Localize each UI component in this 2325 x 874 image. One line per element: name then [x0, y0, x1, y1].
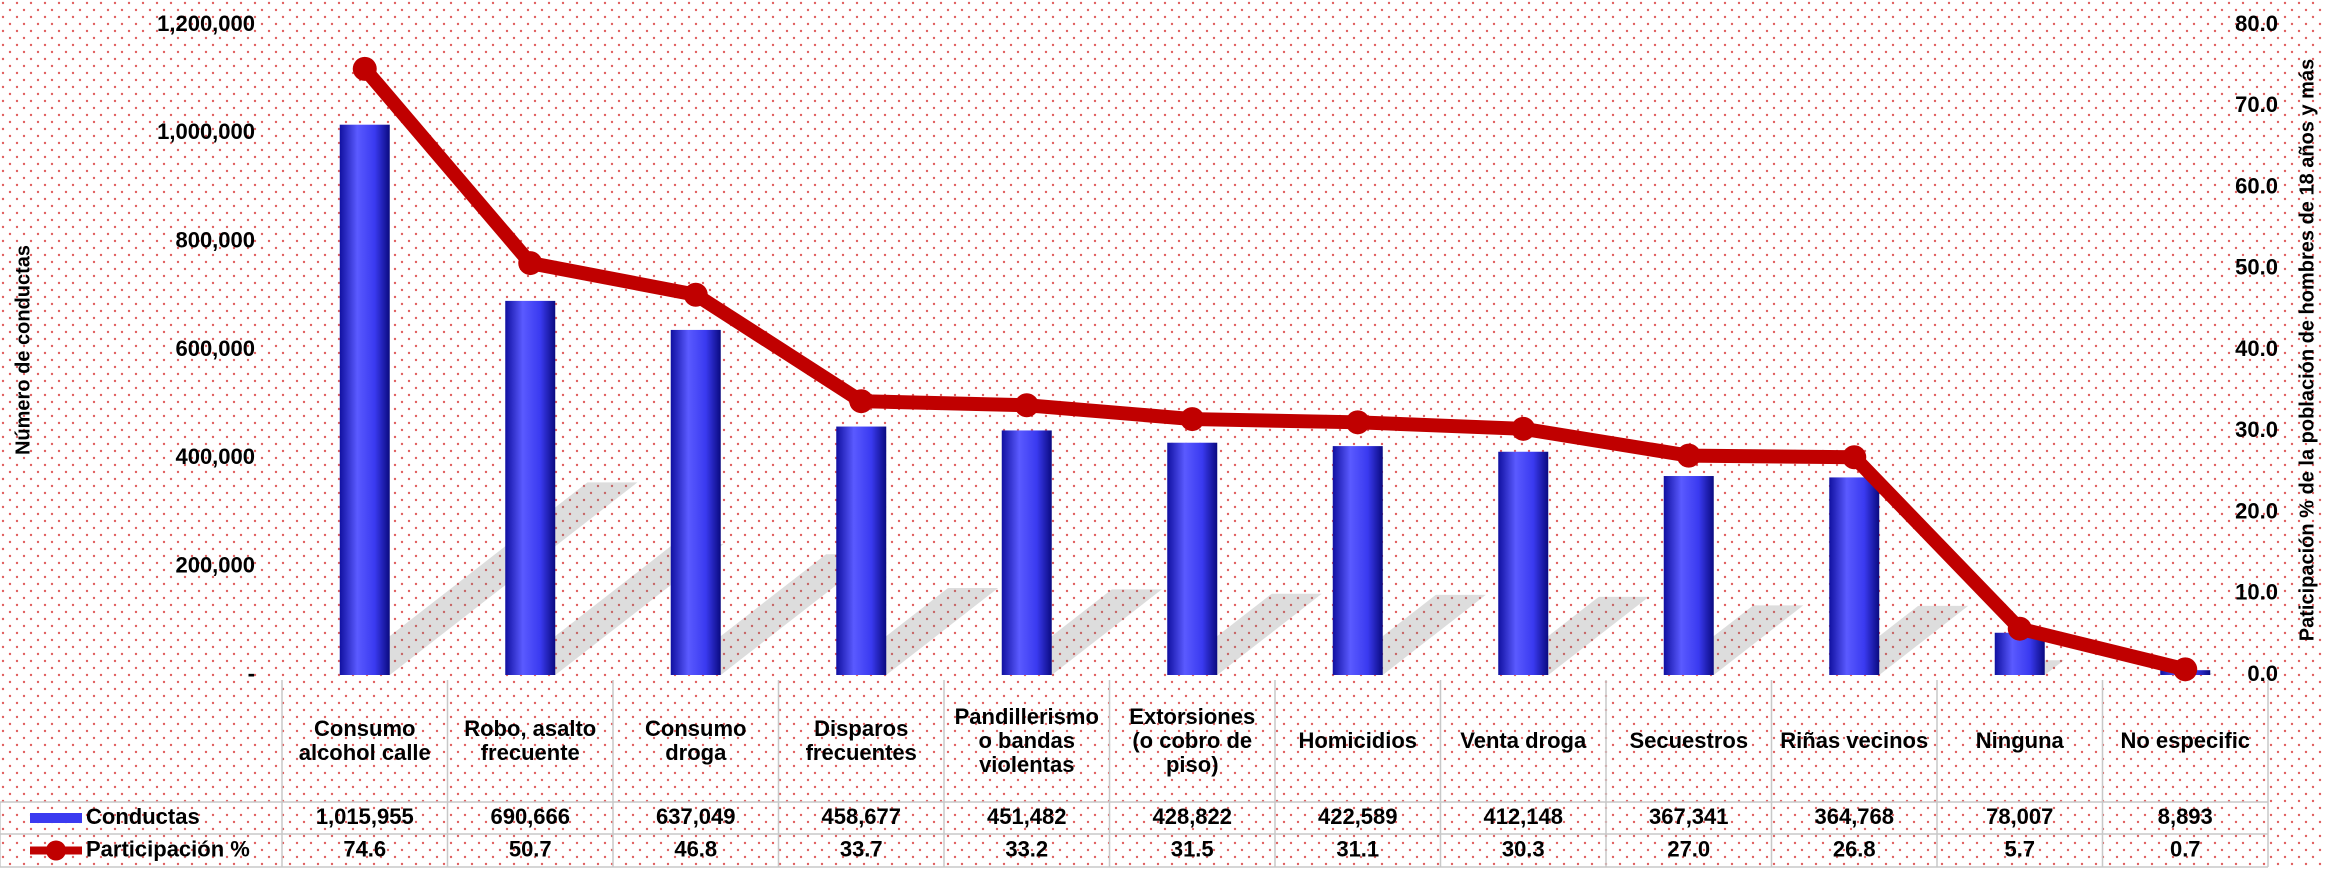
category-cell: Consumo alcohol calle — [298, 716, 431, 765]
table-value: 1,015,955 — [316, 804, 414, 829]
x-tick-label: Consumo droga — [645, 716, 747, 765]
line-marker — [1676, 443, 1701, 468]
y-tick-label: 200,000 — [175, 552, 255, 577]
category-cell: Disparos frecuentes — [805, 716, 917, 765]
table-value: 8,893 — [2158, 804, 2213, 829]
x-tick-label: Homicidios — [1298, 728, 1418, 753]
y2-tick-label: 0.0 — [2247, 661, 2278, 686]
legend-swatch — [30, 813, 82, 823]
y-tick-label: 400,000 — [175, 444, 255, 469]
table-value: 367,341 — [1649, 804, 1729, 829]
table-value: 33.2 — [1005, 836, 1048, 861]
bar — [1829, 477, 1880, 675]
category-cell: Robo, asalto frecuente — [464, 716, 597, 765]
bar — [836, 426, 887, 675]
table-value: 451,482 — [987, 804, 1067, 829]
legend-swatch — [46, 840, 66, 861]
x-tick-label: Venta droga — [1460, 728, 1587, 753]
table-value: 690,666 — [490, 804, 570, 829]
bar — [1498, 451, 1549, 675]
line-marker — [518, 251, 543, 276]
category-cell: Consumo droga — [645, 716, 747, 765]
bar-shadow — [339, 482, 638, 675]
table-value: 30.3 — [1502, 836, 1545, 861]
bar — [1663, 476, 1714, 675]
category-cell: No especific — [2120, 728, 2251, 753]
bar — [670, 329, 721, 675]
table-value: 27.0 — [1667, 836, 1710, 861]
line-marker — [2007, 616, 2032, 641]
x-tick-label: Pandillerismo o bandas violentas — [954, 704, 1099, 777]
x-tick-label: Extorsiones (o cobro de piso) — [1129, 704, 1256, 777]
category-cell: Extorsiones (o cobro de piso) — [1129, 704, 1256, 777]
table-value: 46.8 — [674, 836, 717, 861]
bar — [1332, 446, 1383, 675]
y-tick-label: 800,000 — [175, 227, 255, 252]
line-marker — [352, 56, 377, 81]
x-tick-label: No especific — [2120, 728, 2251, 753]
category-cell: Pandillerismo o bandas violentas — [954, 704, 1099, 777]
bar-shadow — [505, 544, 724, 675]
x-tick-label: Ninguna — [1975, 728, 2064, 753]
x-tick-label: Consumo alcohol calle — [298, 716, 431, 765]
legend-label: Participación % — [86, 836, 250, 861]
table-value: 31.5 — [1171, 836, 1214, 861]
category-cell: Homicidios — [1298, 728, 1418, 753]
table-value: 74.6 — [343, 836, 386, 861]
y2-tick-label: 40.0 — [2235, 336, 2278, 361]
table-value: 412,148 — [1483, 804, 1563, 829]
category-cell: Secuestros — [1629, 728, 1749, 753]
y-tick-label: - — [248, 661, 255, 686]
bar — [339, 124, 390, 675]
category-cell: Ninguna — [1975, 728, 2064, 753]
line-marker — [849, 389, 874, 414]
category-cell: Riñas vecinos — [1780, 728, 1929, 753]
y2-tick-label: 70.0 — [2235, 92, 2278, 117]
line-marker — [1180, 407, 1205, 432]
line-marker — [683, 282, 708, 307]
y-tick-label: 1,200,000 — [157, 11, 255, 36]
bar-shadow — [670, 554, 877, 675]
table-value: 458,677 — [821, 804, 901, 829]
legend-label: Conductas — [86, 804, 200, 829]
y2-tick-label: 60.0 — [2235, 173, 2278, 198]
x-tick-label: Riñas vecinos — [1780, 728, 1929, 753]
table-value: 364,768 — [1814, 804, 1894, 829]
bar — [1167, 442, 1218, 675]
bar — [1001, 430, 1052, 675]
table-value: 637,049 — [656, 804, 736, 829]
y-axis-label: Número de conductas — [12, 245, 34, 455]
table-value: 31.1 — [1336, 836, 1379, 861]
table-value: 422,589 — [1318, 804, 1398, 829]
y2-tick-label: 50.0 — [2235, 255, 2278, 280]
x-tick-label: Robo, asalto frecuente — [464, 716, 597, 765]
line-marker — [2173, 657, 2198, 682]
table-value: 5.7 — [2004, 836, 2035, 861]
y2-tick-label: 80.0 — [2235, 11, 2278, 36]
line-marker — [1345, 410, 1370, 435]
category-cell: Venta droga — [1460, 728, 1587, 753]
table-value: 78,007 — [1986, 804, 2053, 829]
table-value: 428,822 — [1152, 804, 1232, 829]
y2-tick-label: 30.0 — [2235, 417, 2278, 442]
y-tick-label: 1,000,000 — [157, 119, 255, 144]
y2-tick-label: 10.0 — [2235, 580, 2278, 605]
line-marker — [1014, 393, 1039, 418]
line-marker — [1842, 445, 1867, 470]
table-value: 26.8 — [1833, 836, 1876, 861]
line — [359, 64, 2187, 677]
line-marker — [1511, 416, 1536, 441]
table-value: 0.7 — [2170, 836, 2201, 861]
y2-tick-label: 20.0 — [2235, 498, 2278, 523]
x-tick-label: Disparos frecuentes — [805, 716, 917, 765]
y-tick-label: 600,000 — [175, 336, 255, 361]
y2-axis-label: Paticipación % de la población de hombre… — [2296, 59, 2318, 641]
table-value: 50.7 — [509, 836, 552, 861]
x-tick-label: Secuestros — [1629, 728, 1749, 753]
table-value: 33.7 — [840, 836, 883, 861]
bar — [505, 300, 556, 675]
